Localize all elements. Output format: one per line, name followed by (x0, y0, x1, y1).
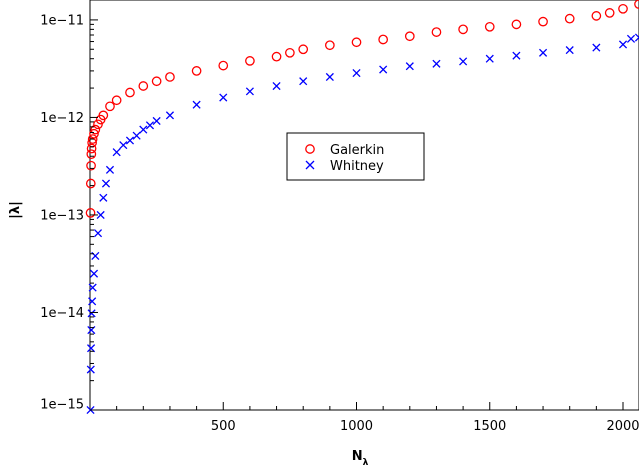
x-tick-label-2000: 2000 (606, 419, 639, 434)
data-point-whitney (352, 69, 361, 78)
data-point-whitney (245, 87, 254, 96)
data-point-whitney (634, 33, 639, 42)
data-point-galerkin (591, 11, 602, 21)
data-point-galerkin (285, 47, 295, 58)
x-axis-title-subscript: λ (363, 458, 369, 466)
data-point-galerkin (105, 101, 115, 112)
data-points (85, 0, 639, 415)
data-point-galerkin (511, 19, 522, 30)
data-point-galerkin (86, 160, 96, 171)
data-point-whitney (325, 72, 334, 82)
data-point-galerkin (191, 66, 202, 76)
y-tick-label-2: 1e−13 (40, 208, 84, 223)
data-point-galerkin (604, 8, 615, 18)
data-point-galerkin (218, 60, 229, 71)
y-tick-label-0: 1e−15 (40, 398, 84, 413)
y-tick-label-4: 1e−11 (40, 13, 84, 28)
data-point-whitney (139, 125, 148, 134)
data-point-galerkin (538, 16, 548, 27)
data-point-galerkin (165, 72, 175, 82)
data-point-whitney (538, 48, 548, 57)
data-point-galerkin (245, 56, 255, 66)
data-point-galerkin (618, 3, 628, 14)
data-point-whitney (405, 62, 414, 71)
data-point-whitney (512, 51, 521, 60)
legend-whitney-label: Whitney (330, 159, 384, 174)
data-point-galerkin (431, 27, 442, 37)
data-point-galerkin (378, 34, 389, 45)
data-point-galerkin (125, 87, 135, 98)
data-point-galerkin (98, 110, 109, 121)
data-point-whitney (88, 283, 97, 292)
data-point-galerkin (351, 37, 362, 48)
data-point-galerkin (484, 21, 495, 32)
data-point-whitney (101, 179, 111, 188)
data-point-galerkin (89, 128, 99, 139)
data-point-whitney (592, 43, 601, 52)
data-point-whitney (272, 81, 281, 91)
data-point-whitney (89, 269, 99, 278)
y-axis-title: |λ| (8, 201, 23, 219)
data-point-whitney (485, 54, 494, 63)
data-point-whitney (618, 40, 628, 49)
x-axis-title-text: N (352, 449, 363, 464)
data-point-galerkin (325, 40, 335, 51)
data-point-whitney (132, 131, 141, 140)
x-axis-title: Nλ (352, 449, 369, 466)
data-point-galerkin (85, 178, 96, 189)
data-point-whitney (299, 77, 308, 86)
data-point-whitney (125, 136, 135, 145)
data-point-galerkin (298, 44, 309, 55)
data-point-whitney (432, 59, 441, 68)
data-point-whitney (119, 141, 128, 150)
legend-box (286, 132, 425, 181)
data-point-galerkin (93, 119, 103, 130)
y-tick-label-3: 1e−12 (40, 111, 84, 126)
data-point-galerkin (404, 31, 415, 42)
x-tick-label-1000: 1000 (340, 419, 373, 434)
legend-galerkin-marker (305, 144, 315, 154)
plot-frame (89, 0, 639, 411)
data-point-galerkin (271, 51, 282, 62)
data-point-whitney (86, 365, 95, 374)
series-galerkin (85, 0, 639, 218)
data-point-whitney (152, 116, 161, 126)
data-point-whitney (87, 344, 96, 353)
data-point-whitney (112, 148, 121, 157)
data-point-galerkin (86, 149, 97, 160)
data-point-galerkin (87, 134, 98, 144)
data-point-whitney (87, 309, 96, 318)
data-point-whitney (219, 93, 228, 102)
legend-galerkin-label: Galerkin (330, 143, 384, 158)
data-point-whitney (626, 34, 636, 43)
legend-whitney-marker (305, 160, 315, 170)
data-point-whitney (459, 57, 468, 66)
data-point-whitney (165, 111, 175, 120)
legend: Galerkin Whitney (286, 132, 425, 181)
data-point-galerkin (86, 143, 97, 154)
data-point-galerkin (111, 95, 122, 106)
data-point-whitney (379, 65, 388, 74)
data-point-whitney (145, 121, 155, 130)
y-tick-label-1: 1e−14 (40, 306, 84, 321)
data-point-whitney (192, 100, 201, 109)
data-point-galerkin (90, 124, 101, 135)
x-tick-label-500: 500 (211, 419, 236, 434)
data-point-galerkin (458, 24, 468, 35)
data-point-whitney (99, 193, 108, 202)
axes: 500 1000 1500 2000 1e−15 1e−14 1e−13 1e−12 1e−11 (40, 13, 639, 434)
data-point-galerkin (85, 208, 96, 218)
x-tick-label-1500: 1500 (473, 419, 506, 434)
data-point-whitney (93, 229, 103, 238)
data-point-galerkin (564, 13, 575, 24)
data-point-galerkin (151, 76, 162, 87)
data-point-whitney (565, 46, 574, 55)
data-point-whitney (105, 165, 115, 174)
data-point-whitney (88, 297, 97, 306)
data-point-whitney (96, 210, 105, 220)
data-point-galerkin (138, 81, 149, 91)
